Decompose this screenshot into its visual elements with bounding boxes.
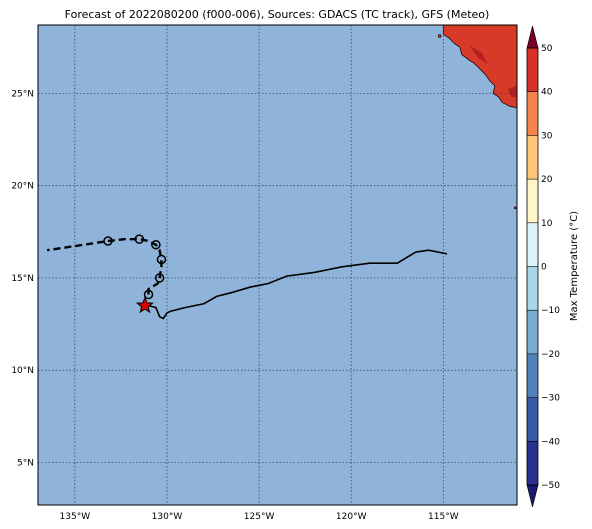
graticule	[38, 25, 517, 505]
colorbar-under-arrow	[526, 484, 539, 508]
warm-region	[469, 45, 488, 64]
colorbar-label: Max Temperature (°C)	[569, 211, 580, 321]
baja-peninsula	[442, 25, 517, 109]
land-area	[437, 25, 517, 210]
longitude-tick-label: 115°W	[428, 512, 459, 522]
colorbar-band	[527, 222, 538, 267]
colorbar-tick-label: 50	[541, 44, 553, 54]
colorbar-tick-label: −10	[541, 306, 560, 316]
colorbar-band	[527, 353, 538, 398]
latitude-tick-label: 10°N	[11, 366, 34, 376]
forecast-track-line	[47, 237, 163, 295]
ocean-area	[38, 25, 517, 505]
island	[513, 206, 517, 210]
colorbar-band	[527, 91, 538, 136]
forecast-position-marker	[156, 254, 167, 265]
warm-region	[507, 84, 517, 97]
forecast-position-marker	[103, 236, 113, 246]
colorbar-tick-label: 40	[541, 88, 553, 98]
longitude-tick-labels: 135°W 130°W 125°W 120°W 115°W	[60, 512, 459, 522]
forecast-position-marker	[151, 239, 161, 250]
forecast-position-marker	[134, 234, 145, 244]
colorbar-tick-label: 20	[541, 175, 553, 185]
current-position-star-icon	[135, 296, 154, 314]
colorbar-band	[527, 48, 538, 92]
longitude-tick-label: 125°W	[244, 512, 275, 522]
forecast-position-marker	[154, 273, 165, 283]
colorbar-tick-label: 30	[541, 131, 553, 141]
figure-title: Forecast of 2022080200 (f000-006), Sourc…	[65, 8, 490, 21]
map-frame	[37, 24, 518, 506]
colorbar: −50 −40 −30 −20 −10 0 10 20 30 40 50 Max Temperatu…	[526, 25, 580, 508]
colorbar-band	[527, 397, 538, 442]
colorbar-tick-label: −40	[541, 437, 560, 447]
latitude-tick-label: 20°N	[11, 182, 34, 192]
colorbar-over-arrow	[526, 25, 539, 49]
colorbar-band	[527, 441, 538, 485]
latitude-tick-label: 15°N	[11, 274, 34, 284]
island	[437, 34, 442, 38]
observed-track-line	[148, 249, 448, 320]
tc-track	[47, 234, 448, 320]
longitude-tick-label: 130°W	[152, 512, 183, 522]
colorbar-band	[527, 266, 538, 311]
colorbar-tick-label: 0	[541, 263, 547, 273]
longitude-tick-label: 135°W	[60, 512, 91, 522]
longitude-tick-label: 120°W	[336, 512, 367, 522]
colorbar-band	[527, 179, 538, 223]
latitude-tick-label: 5°N	[17, 459, 34, 469]
colorbar-tick-label: −30	[541, 394, 560, 404]
colorbar-band	[527, 135, 538, 180]
colorbar-tick-label: 10	[541, 219, 553, 229]
map-panel: 135°W 130°W 125°W 120°W 115°W 5°N 10°N 15°N 20°…	[11, 24, 518, 522]
colorbar-tick-label: −20	[541, 350, 560, 360]
colorbar-band	[527, 310, 538, 354]
colorbar-tick-label: −50	[541, 481, 560, 491]
forecast-position-marker	[143, 289, 154, 300]
latitude-tick-label: 25°N	[11, 89, 34, 99]
latitude-tick-labels: 5°N 10°N 15°N 20°N 25°N	[11, 89, 34, 468]
